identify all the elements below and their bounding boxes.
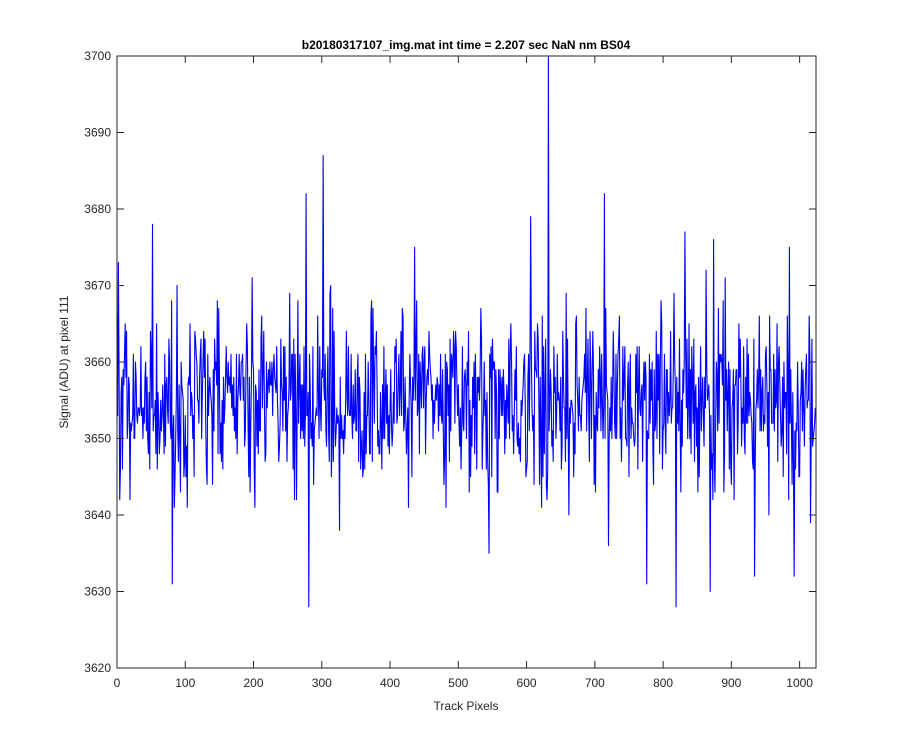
- x-tick-label: 500: [448, 676, 468, 690]
- chart-title: b20180317107_img.mat int time = 2.207 se…: [302, 38, 631, 52]
- y-tick-label: 3650: [84, 432, 111, 446]
- x-tick-label: 0: [114, 676, 121, 690]
- x-tick-label: 100: [175, 676, 195, 690]
- x-tick-label: 1000: [786, 676, 813, 690]
- x-tick-label: 200: [244, 676, 264, 690]
- series-layer: [116, 55, 816, 608]
- x-tick-label: 600: [517, 676, 537, 690]
- signal-series-line: [116, 55, 816, 608]
- y-tick-label: 3640: [84, 508, 111, 522]
- x-tick-label: 300: [312, 676, 332, 690]
- x-axis-ticks: 0 100 200 300 400 500 600 700 800 900 1000: [114, 56, 813, 690]
- y-tick-label: 3630: [84, 585, 111, 599]
- x-tick-label: 900: [721, 676, 741, 690]
- y-tick-label: 3670: [84, 279, 111, 293]
- x-tick-label: 800: [653, 676, 673, 690]
- x-axis-label: Track Pixels: [434, 699, 499, 713]
- y-tick-label: 3660: [84, 355, 111, 369]
- y-tick-label: 3690: [84, 126, 111, 140]
- x-tick-label: 400: [380, 676, 400, 690]
- x-tick-label: 700: [585, 676, 605, 690]
- y-tick-label: 3700: [84, 49, 111, 63]
- y-tick-label: 3680: [84, 202, 111, 216]
- plot-area: [117, 56, 816, 668]
- y-axis-label: Signal (ADU) at pixel 111: [57, 295, 71, 428]
- y-axis-ticks: 3620 3630 3640 3650 3660 3670 3680 3690 3700: [84, 49, 816, 675]
- y-tick-label: 3620: [84, 661, 111, 675]
